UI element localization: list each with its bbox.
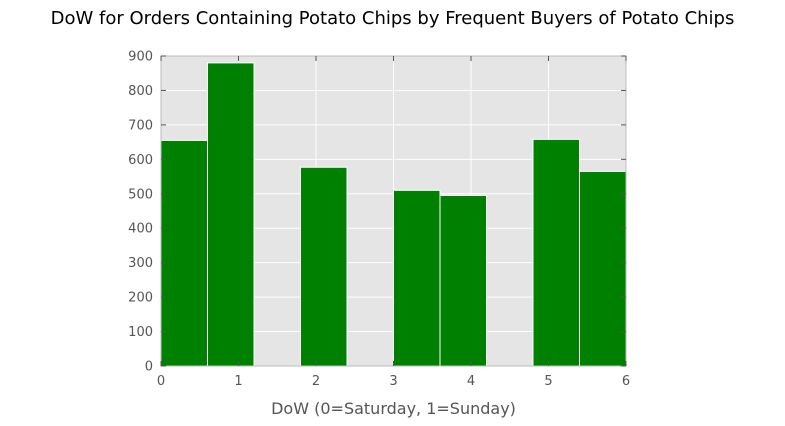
x-tick-label: 2 [312,374,320,389]
y-tick-label: 800 [128,84,153,99]
x-tick-label: 5 [544,374,552,389]
y-tick-label: 100 [128,325,153,340]
histogram-bar [439,195,487,367]
x-tick-label: 3 [389,374,397,389]
y-tick-label: 0 [145,360,153,375]
x-tick-label: 4 [467,374,475,389]
chart-title: DoW for Orders Containing Potato Chips b… [50,8,735,29]
y-tick-label: 700 [128,118,153,133]
y-tick-label: 400 [128,222,153,237]
bars [160,62,627,367]
histogram-bar [393,189,441,367]
x-tick-label: 1 [234,374,242,389]
y-tick-label: 200 [128,291,153,306]
x-axis-label: DoW (0=Saturday, 1=Sunday) [271,399,516,418]
y-tick-label: 900 [128,50,153,65]
ticks: 0 1 2 3 4 5 6 0 100 200 300 400 500 600 700 800 900 [128,50,630,390]
histogram-bar [579,170,627,367]
histogram-bar [207,62,255,367]
x-tick-label: 6 [622,374,630,389]
y-tick-label: 300 [128,256,153,271]
histogram-bar [532,138,580,367]
histogram-bar [160,139,208,367]
histogram-bar [300,166,348,367]
x-tick-label: 0 [157,374,165,389]
y-tick-label: 500 [128,187,153,202]
y-tick-label: 600 [128,153,153,168]
